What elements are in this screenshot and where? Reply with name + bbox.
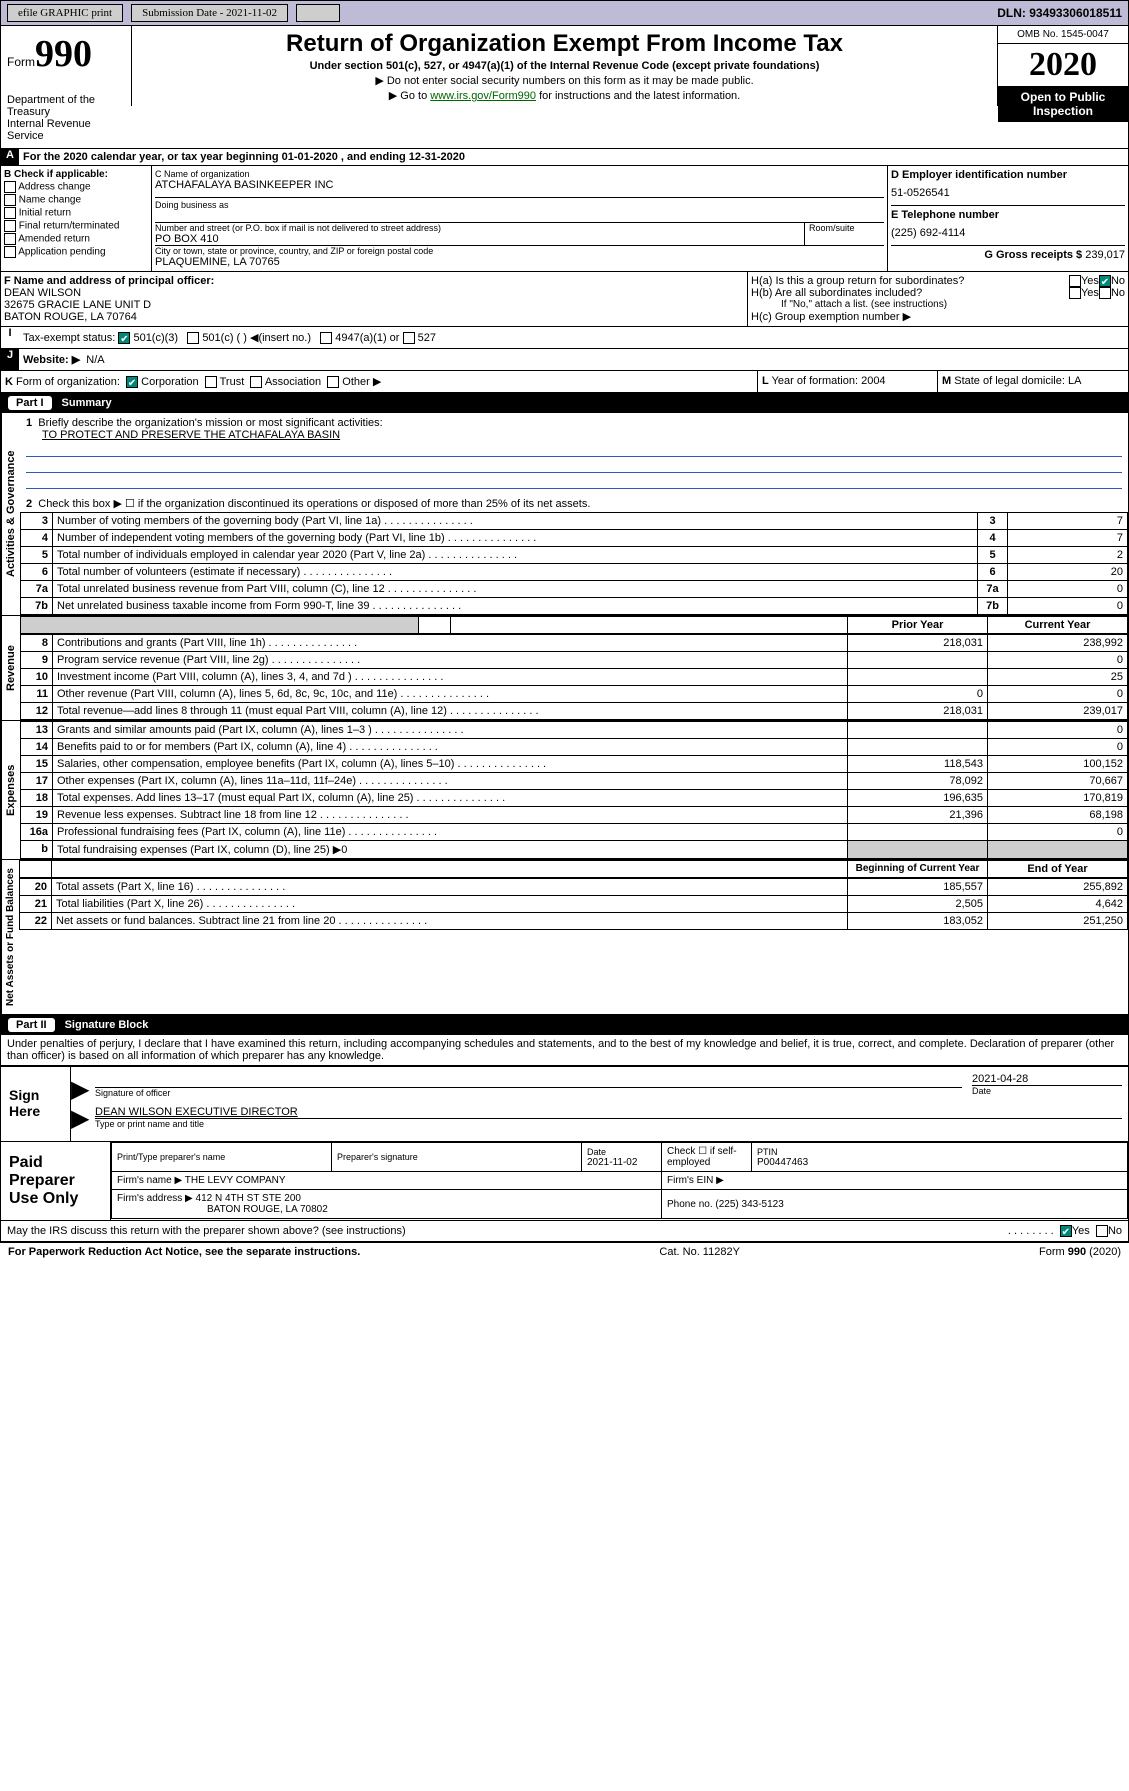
domicile-state: LA (1068, 375, 1081, 387)
section-a-label: A (1, 149, 19, 165)
blank-button[interactable] (296, 4, 340, 22)
org-name: ATCHAFALAYA BASINKEEPER INC (155, 179, 884, 191)
tax-year: 2020 (998, 44, 1128, 86)
website: N/A (86, 354, 104, 366)
omb-number: OMB No. 1545-0047 (998, 26, 1128, 44)
page-footer: For Paperwork Reduction Act Notice, see … (0, 1241, 1129, 1261)
firm-phone: (225) 343-5123 (715, 1199, 783, 1210)
section-c-org-info: C Name of organization ATCHAFALAYA BASIN… (151, 166, 888, 271)
section-h: H(a) Is this a group return for subordin… (748, 272, 1128, 326)
org-city: PLAQUEMINE, LA 70765 (155, 256, 884, 268)
telephone: (225) 692-4114 (891, 227, 1125, 239)
section-i-label: I (1, 327, 19, 348)
submission-date-button[interactable]: Submission Date - 2021-11-02 (131, 4, 288, 22)
dln-label: DLN: 93493306018511 (997, 6, 1122, 20)
discuss-yes-checkbox[interactable] (1060, 1225, 1072, 1237)
501c3-checkbox[interactable] (118, 332, 130, 344)
activities-governance-label: Activities & Governance (1, 413, 20, 615)
org-address: PO BOX 410 (155, 233, 804, 245)
section-j-label: J (1, 349, 19, 370)
amended-return-checkbox[interactable]: Amended return (4, 233, 148, 245)
firm-address: 412 N 4TH ST STE 200 (196, 1193, 301, 1204)
form-title: Return of Organization Exempt From Incom… (136, 30, 993, 58)
section-b-checkboxes: B Check if applicable: Address change Na… (1, 166, 151, 271)
501c-checkbox[interactable] (187, 332, 199, 344)
form-header: Form990 Department of the Treasury Inter… (0, 26, 1129, 149)
section-d-e-g: D Employer identification number 51-0526… (888, 166, 1128, 271)
assoc-checkbox[interactable] (250, 376, 262, 388)
part-i-header: Part I Summary (0, 393, 1129, 413)
ein: 51-0526541 (891, 187, 1125, 199)
signature-block: Sign Here ▶▶ Signature of officer 2021-0… (0, 1066, 1129, 1142)
form-subtitle2: ▶ Do not enter social security numbers o… (136, 74, 993, 87)
trust-checkbox[interactable] (205, 376, 217, 388)
form-title-area: Return of Organization Exempt From Incom… (131, 26, 998, 106)
inspection-label: Open to Public Inspection (998, 86, 1128, 122)
firm-name: THE LEVY COMPANY (185, 1175, 286, 1186)
527-checkbox[interactable] (403, 332, 415, 344)
mission-statement: TO PROTECT AND PRESERVE THE ATCHAFALAYA … (26, 429, 1122, 441)
final-return-checkbox[interactable]: Final return/terminated (4, 220, 148, 232)
efile-print-button[interactable]: efile GRAPHIC print (7, 4, 123, 22)
discuss-no-checkbox[interactable] (1096, 1225, 1108, 1237)
ptin: P00447463 (757, 1157, 808, 1168)
part-ii-header: Part II Signature Block (0, 1015, 1129, 1035)
other-checkbox[interactable] (327, 376, 339, 388)
formation-year: 2004 (861, 375, 885, 387)
header-right: OMB No. 1545-0047 2020 Open to Public In… (998, 26, 1128, 122)
hb-yes-checkbox[interactable] (1069, 287, 1081, 299)
ha-no-checkbox[interactable] (1099, 275, 1111, 287)
name-change-checkbox[interactable]: Name change (4, 194, 148, 206)
gross-receipts: 239,017 (1085, 249, 1125, 261)
form-subtitle: Under section 501(c), 527, or 4947(a)(1)… (136, 60, 993, 72)
officer-name: DEAN WILSON EXECUTIVE DIRECTOR (95, 1106, 1122, 1118)
tax-year-range: For the 2020 calendar year, or tax year … (19, 149, 1128, 165)
hb-no-checkbox[interactable] (1099, 287, 1111, 299)
perjury-declaration: Under penalties of perjury, I declare th… (0, 1035, 1129, 1066)
application-pending-checkbox[interactable]: Application pending (4, 246, 148, 258)
section-f: F Name and address of principal officer:… (1, 272, 748, 326)
irs-link[interactable]: www.irs.gov/Form990 (430, 90, 536, 102)
address-change-checkbox[interactable]: Address change (4, 181, 148, 193)
paid-preparer-label: Paid Preparer Use Only (1, 1142, 111, 1220)
revenue-label: Revenue (1, 616, 20, 720)
form-990-label: Form990 Department of the Treasury Inter… (1, 26, 131, 148)
ha-yes-checkbox[interactable] (1069, 275, 1081, 287)
form-subtitle3: ▶ Go to www.irs.gov/Form990 for instruct… (136, 89, 993, 102)
corp-checkbox[interactable] (126, 376, 138, 388)
topbar: efile GRAPHIC print Submission Date - 20… (0, 0, 1129, 26)
initial-return-checkbox[interactable]: Initial return (4, 207, 148, 219)
4947a1-checkbox[interactable] (320, 332, 332, 344)
expenses-label: Expenses (1, 721, 20, 859)
net-assets-label: Net Assets or Fund Balances (1, 860, 19, 1014)
